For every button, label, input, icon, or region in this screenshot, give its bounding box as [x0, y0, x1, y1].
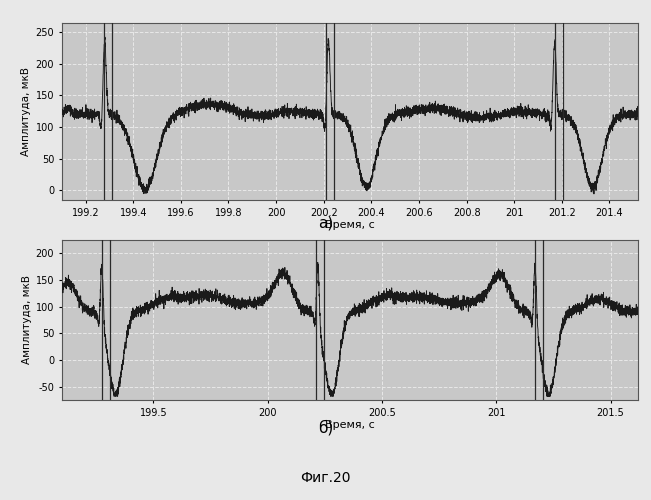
Y-axis label: Амплитуда, мкВ: Амплитуда, мкВ	[21, 276, 31, 364]
X-axis label: Время, с: Время, с	[325, 420, 375, 430]
Text: б): б)	[318, 420, 333, 436]
Text: Фиг.20: Фиг.20	[300, 470, 351, 484]
Text: а): а)	[318, 215, 333, 230]
X-axis label: Время, с: Время, с	[325, 220, 375, 230]
Y-axis label: Амплитуда, мкВ: Амплитуда, мкВ	[21, 66, 31, 156]
